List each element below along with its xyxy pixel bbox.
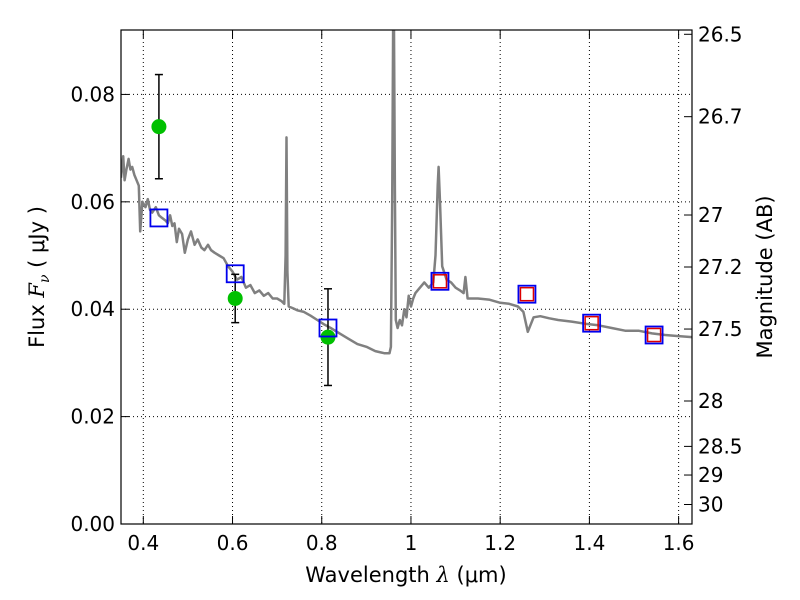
x-tick-label: 1.2 (484, 531, 516, 555)
spectrum-line (121, 30, 692, 355)
error-bars (154, 73, 332, 387)
x-tick-label: 0.6 (217, 531, 249, 555)
x-tick-label: 1.4 (573, 531, 605, 555)
x-tick-label: 1 (405, 531, 418, 555)
y2-tick-label: 28.5 (698, 434, 743, 458)
axes (120, 29, 693, 525)
y2-tick-label: 27 (698, 203, 723, 227)
red-square-marker (519, 286, 535, 302)
y-tick-label: 0.00 (70, 512, 115, 536)
red-square-marker (646, 327, 662, 343)
tick-labels: 0.4 0.6 0.8 1 1.2 1.4 1.6 0.00 0.02 0.04 0.06 0.08 2… (70, 22, 742, 555)
y2-tick-label: 29 (698, 463, 723, 487)
x-tick-label: 1.6 (663, 531, 695, 555)
y-tick-label: 0.02 (70, 405, 115, 429)
red-square-marker (584, 315, 599, 331)
observed-point (227, 290, 243, 306)
plot-frame (120, 29, 693, 525)
blue-square-marker (582, 313, 602, 333)
model-spectrum (121, 30, 692, 355)
y2-tick-label: 27.2 (698, 255, 743, 279)
y2-tick-label: 26.5 (698, 22, 743, 46)
blue-square-marker (149, 208, 169, 228)
y2-tick-label: 26.7 (698, 105, 743, 129)
y-axis-label: Flux Fν ( μJy ) (25, 206, 53, 348)
x-tick-label: 0.4 (127, 531, 159, 555)
x-tick-label: 0.8 (306, 531, 338, 555)
y2-tick-label: 30 (698, 493, 723, 517)
y-tick-label: 0.06 (70, 190, 115, 214)
blue-square-marker (644, 325, 664, 345)
blue-square-marker (517, 284, 537, 304)
y-tick-label: 0.04 (70, 297, 115, 321)
blue-square-marker (225, 264, 245, 284)
grid-lines (121, 30, 692, 524)
y2-axis-label: Magnitude (AB) (753, 195, 777, 358)
y2-tick-label: 27.5 (698, 317, 743, 341)
observed-point (151, 119, 167, 135)
red-square-marker (432, 274, 448, 289)
y2-tick-label: 28 (698, 389, 723, 413)
y-tick-label: 0.08 (70, 82, 115, 106)
blue-square-marker (318, 318, 338, 338)
x-axis-label: Wavelength λ (μm) (305, 563, 506, 587)
data-markers (149, 119, 664, 345)
blue-square-marker (430, 271, 450, 291)
